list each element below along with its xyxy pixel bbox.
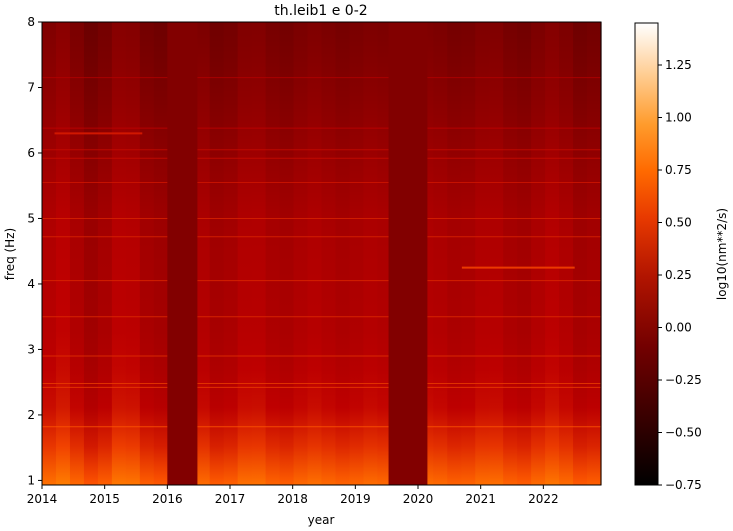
heatmap-column [125,22,141,485]
colorbar-tick-label: −0.50 [665,426,702,440]
heatmap-column [559,22,574,485]
x-tick-label: 2016 [152,492,183,506]
heatmap-column [377,22,392,485]
colorbar-label: log10(nm**2/s) [715,208,729,300]
heatmap-column [153,22,169,485]
heatmap-column [69,22,85,485]
colorbar-gradient [634,22,659,486]
colorbar-tick-label: 0.00 [665,321,692,335]
y-axis-label: freq (Hz) [3,228,17,280]
heatmap-column [335,22,351,485]
heatmap-column [97,22,113,485]
colorbar-tick-label: −0.75 [665,478,702,492]
heatmap-column [237,22,253,485]
data-gap [167,22,198,485]
x-tick-label: 2020 [403,492,434,506]
heatmap-cells [42,22,602,485]
heatmap-column [531,22,546,485]
heatmap-column [279,22,295,485]
y-tick-label: 5 [27,211,35,225]
y-tick-label: 8 [27,15,35,29]
heatmap-column [489,22,504,485]
x-tick-label: 2015 [89,492,120,506]
colorbar-tick-label: 0.25 [665,268,692,282]
chart-title: th.leib1 e 0-2 [274,3,367,19]
heatmap-column [251,22,267,485]
heatmap-column [573,22,588,485]
heatmap-column [447,22,462,485]
colorbar-tick-label: 0.50 [665,216,692,230]
heatmap-column [307,22,323,485]
heatmap-column [461,22,476,485]
x-tick-label: 2014 [27,492,58,506]
x-tick-label: 2018 [277,492,308,506]
colorbar-tick-label: 0.75 [665,163,692,177]
colorbar: −0.75−0.50−0.250.000.250.500.751.001.25 … [634,22,729,492]
x-tick-label: 2022 [528,492,559,506]
y-tick-label: 7 [27,80,35,94]
heatmap-column [42,22,57,485]
spectral-lines [42,77,601,428]
heatmap-plot-area [41,21,602,486]
colorbar-ticks: −0.75 −0.50 −0.25 0.00 0.25 0.50 0.75 1.00 1.25 [658,58,702,492]
heatmap-column [587,22,602,485]
colorbar-tick-label: −0.25 [665,373,702,387]
heatmap-column [293,22,309,485]
heatmap-column [195,22,211,485]
heatmap-column [265,22,281,485]
heatmap-column [517,22,532,485]
heatmap-column [503,22,518,485]
heatmap-column [349,22,365,485]
data-gap [388,22,428,485]
heatmap-column [209,22,225,485]
y-axis: 1 2 3 4 5 6 7 8 [27,15,42,487]
y-tick-label: 6 [27,146,35,160]
heatmap-column [321,22,337,485]
heatmap-column [363,22,378,485]
heatmap-column [111,22,127,485]
data-gaps [167,22,428,485]
y-tick-label: 2 [27,408,35,422]
x-axis-label: year [308,513,335,527]
heatmap-column [139,22,155,485]
x-axis: 2014 2015 2016 2017 2018 2019 2020 2021 2022 [27,485,559,506]
x-tick-label: 2019 [340,492,371,506]
heatmap-column [223,22,239,485]
x-tick-label: 2021 [465,492,496,506]
colorbar-tick-label: 1.00 [665,111,692,125]
x-tick-label: 2017 [215,492,246,506]
y-tick-label: 3 [27,342,35,356]
y-tick-label: 4 [27,277,35,291]
colorbar-tick-label: 1.25 [665,58,692,72]
heatmap-column [475,22,490,485]
heatmap-column [433,22,448,485]
heatmap-column [55,22,71,485]
heatmap-column [545,22,560,485]
heatmap-column [83,22,99,485]
y-tick-label: 1 [27,473,35,487]
plot-frame [41,21,602,486]
